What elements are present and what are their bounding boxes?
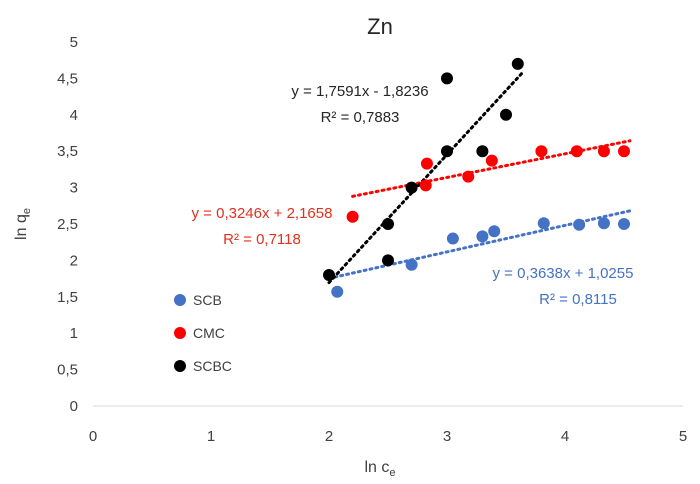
y-tick-label: 0,5 <box>57 362 78 379</box>
scbc-point <box>441 145 453 158</box>
x-tick-label: 3 <box>443 428 451 445</box>
scb-point <box>476 230 489 243</box>
y-tick-label: 0 <box>70 398 78 415</box>
scb-point <box>331 285 344 298</box>
scbc-trendline <box>327 69 526 285</box>
scb-point <box>488 225 501 238</box>
x-tick-label: 4 <box>561 428 569 445</box>
legend-marker-cmc <box>174 327 186 339</box>
scb-point <box>446 232 459 245</box>
legend-label-scbc: SCBC <box>193 358 232 374</box>
x-tick-label: 2 <box>325 428 333 445</box>
data-points <box>323 57 630 298</box>
x-axis-label: ln ce <box>364 459 395 479</box>
cmc-point <box>485 154 498 167</box>
cmc-trendline <box>351 139 632 198</box>
y-tick-label: 3 <box>70 180 78 197</box>
cmc-point <box>419 179 432 192</box>
scbc-point <box>405 181 418 194</box>
y-ticks: 0 0,5 1 1,5 2 2,5 3 3,5 4 4,5 5 <box>57 34 78 415</box>
scbc-point <box>382 218 394 230</box>
scbc-point <box>382 254 394 267</box>
x-tick-label: 0 <box>89 428 97 445</box>
x-tick-label: 1 <box>207 428 215 445</box>
scbc-point <box>441 72 453 85</box>
scbc-point <box>511 57 524 70</box>
x-tick-label: 5 <box>679 428 687 445</box>
y-axis-label-subscript: e <box>21 208 33 214</box>
legend: SCB CMC SCBC <box>174 292 232 374</box>
scbc-r2: R² = 0,7883 <box>321 109 400 126</box>
scbc-point <box>323 268 335 281</box>
legend-label-scb: SCB <box>193 292 222 308</box>
y-axis-label: ln qe <box>13 208 33 240</box>
cmc-equation: y = 0,3246x + 2,1658 <box>192 205 333 222</box>
legend-label-cmc: CMC <box>193 325 225 341</box>
cmc-point <box>570 145 583 158</box>
scb-point <box>573 218 586 231</box>
scb-point <box>537 217 550 230</box>
scbc-point <box>500 108 512 121</box>
y-tick-label: 1 <box>70 325 78 342</box>
scbc-point <box>476 145 489 158</box>
cmc-r2: R² = 0,7118 <box>223 231 301 248</box>
x-axis-label-main: ln c <box>364 459 389 476</box>
legend-marker-scb <box>174 294 186 306</box>
y-axis-label-main: ln q <box>13 214 30 240</box>
cmc-point <box>618 145 630 158</box>
y-tick-label: 2,5 <box>57 216 78 233</box>
cmc-point <box>535 145 548 158</box>
scbc-equation: y = 1,7591x - 1,8236 <box>291 83 428 100</box>
cmc-point <box>462 170 475 183</box>
scb-r2: R² = 0,8115 <box>539 291 617 308</box>
cmc-point <box>597 145 610 158</box>
y-tick-label: 1,5 <box>57 289 78 306</box>
y-tick-label: 4,5 <box>57 70 78 87</box>
y-tick-label: 2 <box>70 252 78 269</box>
y-tick-label: 4 <box>70 107 78 124</box>
cmc-point <box>420 157 433 170</box>
scb-point <box>405 258 418 271</box>
legend-marker-scbc <box>174 360 186 372</box>
x-ticks: 0 1 2 3 4 5 <box>89 428 687 445</box>
y-tick-label: 3,5 <box>57 143 78 160</box>
chart-title: Zn <box>367 14 393 39</box>
y-tick-label: 5 <box>70 34 78 51</box>
x-axis-label-subscript: e <box>389 467 395 479</box>
scb-equation: y = 0,3638x + 1,0255 <box>493 265 634 282</box>
scb-point <box>618 218 630 230</box>
scb-point <box>597 217 610 230</box>
cmc-point <box>346 210 359 223</box>
